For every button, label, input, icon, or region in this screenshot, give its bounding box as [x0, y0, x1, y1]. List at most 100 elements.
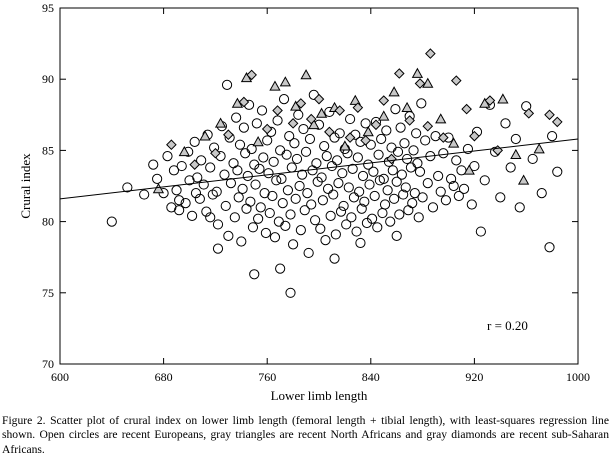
x-tick-label: 600: [51, 370, 69, 384]
open-circle-point: [285, 209, 296, 220]
gray-diamond-point: [370, 119, 382, 131]
open-circle-point: [284, 131, 295, 142]
open-circle-point: [272, 115, 283, 126]
open-circle-point: [246, 143, 257, 155]
gray-diamond-point: [422, 120, 434, 132]
open-circle-point: [330, 229, 341, 240]
open-circle-point: [220, 200, 231, 212]
open-circle-point: [391, 176, 402, 187]
gray-diamond-point: [414, 78, 426, 89]
open-circle-point: [212, 243, 224, 254]
gray-diamond-point: [344, 132, 356, 143]
open-circle-point: [382, 185, 393, 196]
open-circle-point: [325, 210, 336, 222]
figure-caption: Figure 2. Scatter plot of crural index o…: [2, 414, 609, 457]
plot-frame: [59, 7, 579, 365]
open-circle-point: [332, 155, 343, 166]
x-tick-label: 840: [362, 370, 380, 384]
gray-triangle-point: [463, 164, 475, 175]
gray-triangle-point: [533, 143, 545, 154]
tick-labels: 600 680 760 840 920 1000 70 75 80 85 90 95: [42, 1, 590, 384]
gray-triangle-point: [435, 113, 447, 124]
open-circle-point: [333, 178, 344, 189]
gray-triangle-point: [362, 126, 374, 137]
open-circle-point: [286, 162, 297, 173]
open-circle-point: [253, 213, 264, 224]
open-circle-point: [278, 94, 290, 105]
open-circle-point: [139, 189, 150, 200]
open-circle-point: [451, 155, 462, 166]
gray-diamond-point: [544, 109, 555, 121]
open-circle-point: [242, 170, 253, 182]
x-tick-label: 1000: [566, 370, 590, 384]
open-circle-point: [275, 145, 286, 156]
open-circle-point: [347, 163, 358, 175]
open-circle-point: [329, 253, 340, 264]
caption-label: Figure 2.: [2, 414, 46, 427]
gray-diamond-point: [425, 48, 436, 59]
gray-diamond-point: [438, 132, 449, 143]
open-circle-point: [205, 212, 216, 223]
open-circle-point: [433, 170, 444, 182]
gray-diamond-point: [295, 98, 307, 109]
open-circle-point: [240, 148, 251, 159]
open-circle-point: [547, 131, 558, 142]
open-circle-point: [168, 165, 180, 176]
y-tick-label: 70: [42, 357, 54, 371]
open-circle-point: [448, 180, 459, 192]
gray-triangle-point: [378, 110, 390, 121]
open-circle-point: [417, 192, 428, 203]
open-circle-point: [369, 190, 380, 202]
open-circle-point: [304, 133, 316, 145]
open-circle-point: [249, 269, 260, 280]
gray-diamond-point: [305, 113, 317, 125]
gray-triangle-point: [300, 69, 312, 80]
open-circle-point: [205, 162, 216, 173]
open-circle-point: [378, 173, 389, 184]
open-circle-point: [385, 216, 396, 227]
open-circle-point: [366, 213, 378, 224]
open-circle-point: [238, 122, 249, 133]
gray-diamond-point: [484, 95, 496, 106]
open-circle-point: [256, 105, 268, 116]
open-circle-point: [302, 188, 313, 199]
gray-triangle-point: [308, 118, 320, 130]
open-circle-point: [376, 133, 387, 145]
gray-diamond-point: [360, 135, 371, 146]
open-circle-point: [162, 150, 173, 162]
gray-diamond-point: [352, 102, 364, 113]
open-circle-point: [247, 222, 259, 233]
open-circle-point: [387, 165, 398, 176]
open-circle-point: [289, 138, 300, 149]
open-circle-point: [346, 212, 357, 223]
open-circle-point: [291, 153, 303, 165]
open-circle-point: [232, 165, 243, 176]
regression-line: [59, 138, 579, 200]
open-circle-point: [276, 173, 287, 184]
axis-ticks: [59, 7, 579, 365]
gray-diamond-point: [210, 147, 221, 159]
open-circle-point: [258, 152, 269, 163]
open-circle-point: [262, 135, 273, 146]
open-circle-point: [328, 189, 339, 200]
gray-diamond-point: [166, 139, 177, 151]
open-circle-point: [495, 192, 506, 203]
gray-triangle-point: [401, 101, 413, 113]
gray-triangle-point: [411, 67, 424, 78]
open-circle-point: [306, 199, 317, 210]
open-circle-point: [196, 155, 207, 166]
open-circle-point: [400, 182, 411, 193]
open-circle-point: [174, 205, 185, 216]
open-circle-point: [225, 178, 237, 189]
open-circle-point: [297, 169, 308, 180]
gray-triangle-point: [279, 76, 291, 87]
open-circle-point: [280, 220, 291, 231]
open-circle-point: [354, 186, 365, 197]
open-circle-point: [259, 188, 270, 199]
y-tick-label: 85: [42, 143, 54, 157]
open-circle-point: [389, 193, 400, 204]
open-circle-point: [299, 205, 310, 216]
open-circle-point: [277, 197, 288, 209]
gray-diamond-point: [469, 130, 480, 142]
open-circle-point: [372, 222, 383, 233]
